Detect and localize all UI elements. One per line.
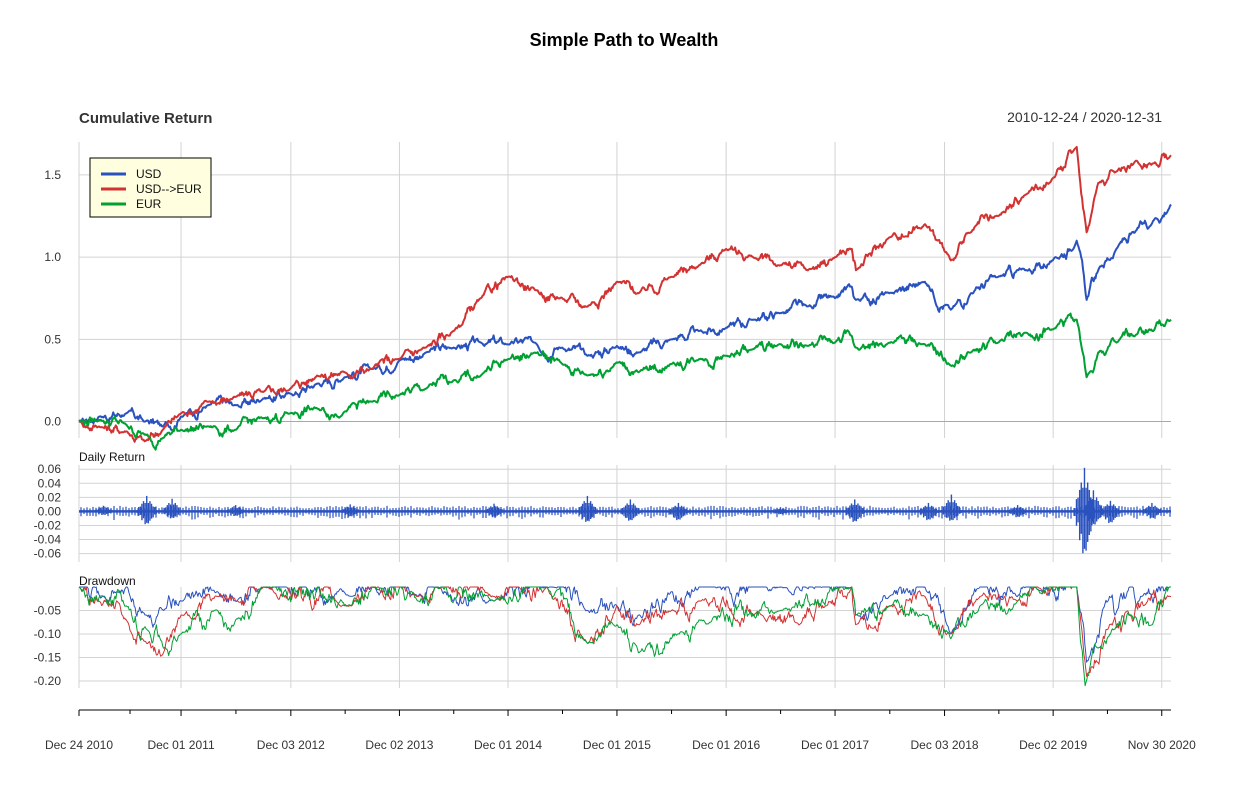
ytick-label-drawdown-3: -0.20 <box>34 674 62 688</box>
xtick-label-4: Dec 01 2014 <box>474 738 542 752</box>
xtick-label-0: Dec 24 2010 <box>45 738 113 752</box>
xtick-label-6: Dec 01 2016 <box>692 738 760 752</box>
ytick-label-drawdown-2: -0.15 <box>34 650 62 664</box>
xtick-label-2: Dec 03 2012 <box>257 738 325 752</box>
ytick-label-cumulative-return-2: 1.0 <box>44 250 61 264</box>
series-drawdown-usd-eur <box>78 586 1172 677</box>
ytick-label-daily-return-6: -0.06 <box>34 547 62 561</box>
panel-title-cumulative-return: Cumulative Return <box>79 110 212 127</box>
ytick-label-daily-return-2: 0.02 <box>38 490 62 504</box>
ytick-label-drawdown-0: -0.05 <box>34 603 62 617</box>
xtick-label-3: Dec 02 2013 <box>365 738 433 752</box>
legend-label-usd-eur: USD-->EUR <box>136 182 202 196</box>
legend-label-eur: EUR <box>136 197 162 211</box>
axis-layer: 0.00.51.01.50.060.040.020.00-0.02-0.04-0… <box>34 168 1196 752</box>
xtick-label-8: Dec 03 2018 <box>911 738 979 752</box>
chart-title: Simple Path to Wealth <box>530 30 719 50</box>
xtick-label-7: Dec 01 2017 <box>801 738 869 752</box>
panel-label-drawdown: Drawdown <box>79 574 136 588</box>
ytick-label-drawdown-1: -0.10 <box>34 627 62 641</box>
date-range-label: 2010-12-24 / 2020-12-31 <box>1007 109 1162 125</box>
xtick-label-10: Nov 30 2020 <box>1128 738 1196 752</box>
xtick-label-5: Dec 01 2015 <box>583 738 651 752</box>
grid-layer <box>78 142 1171 688</box>
ytick-label-cumulative-return-0: 0.0 <box>44 415 61 429</box>
ytick-label-daily-return-3: 0.00 <box>38 504 62 518</box>
series-drawdown-eur <box>78 586 1171 687</box>
ytick-label-daily-return-1: 0.04 <box>38 476 62 490</box>
legend-label-usd: USD <box>136 167 162 181</box>
series-layer <box>78 145 1172 687</box>
ytick-label-cumulative-return-3: 1.5 <box>44 168 61 182</box>
series-cumulative-return-eur <box>78 312 1172 451</box>
series-cumulative-return-usd <box>78 203 1172 432</box>
ytick-label-daily-return-5: -0.04 <box>34 533 62 547</box>
xtick-label-9: Dec 02 2019 <box>1019 738 1087 752</box>
panel-label-daily-return: Daily Return <box>79 450 145 464</box>
ytick-label-cumulative-return-1: 0.5 <box>44 332 61 346</box>
ytick-label-daily-return-4: -0.02 <box>34 518 62 532</box>
series-drawdown-usd <box>79 586 1171 663</box>
ytick-label-daily-return-0: 0.06 <box>38 462 62 476</box>
series-cumulative-return-usd-eur <box>78 145 1172 443</box>
legend: USD USD-->EUR EUR <box>89 157 212 218</box>
xtick-label-1: Dec 01 2011 <box>147 738 214 752</box>
